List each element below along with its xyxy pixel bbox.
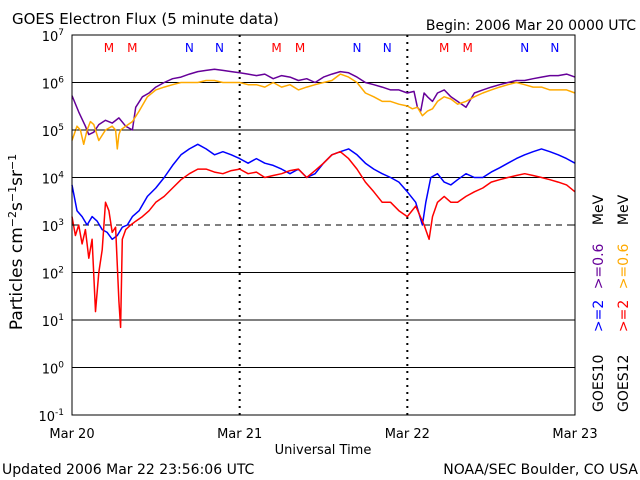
marker-m: M (439, 41, 449, 55)
marker-m: M (463, 41, 473, 55)
marker-m: M (271, 41, 281, 55)
y-tick-label: 104 (42, 171, 65, 188)
x-tick-label: Mar 20 (49, 427, 94, 442)
marker-m: M (104, 41, 114, 55)
y-tick-label: 101 (42, 313, 64, 330)
x-tick-labels: Mar 20 Mar 21 Mar 22 Mar 23 (49, 427, 597, 442)
legend-goes10-unit: MeV (591, 194, 607, 225)
y-tick-exponent: 6 (58, 76, 64, 86)
series-line-3 (71, 150, 576, 329)
plot-frame (71, 34, 576, 416)
marker-n: N (383, 41, 392, 55)
marker-n: N (520, 41, 529, 55)
legend-goes12-06mev: >=0.6 (616, 243, 632, 289)
y-tick-exponent: 5 (58, 123, 64, 133)
y-tick-exponent: 1 (58, 313, 64, 323)
series-line-0 (71, 68, 576, 136)
y-tick-exponent: 0 (58, 361, 64, 371)
legend-goes10: GOES10 >=2 >=0.6 MeV (591, 194, 607, 412)
marker-n: N (550, 41, 559, 55)
y-tick-label: 10-1 (38, 408, 64, 425)
y-tick-base: 10 (42, 363, 59, 378)
legend-goes12-name: GOES12 (616, 355, 632, 412)
begin-time: Begin: 2006 Mar 20 0000 UTC (426, 18, 636, 34)
marker-m: M (295, 41, 305, 55)
y-tick-base: 10 (42, 315, 59, 330)
y-tick-exponent: 2 (58, 266, 64, 276)
marker-n: N (185, 41, 194, 55)
marker-n: N (215, 41, 224, 55)
y-tick-exponent: 4 (58, 171, 64, 181)
x-axis-label: Universal Time (275, 443, 372, 458)
updated-timestamp: Updated 2006 Mar 22 23:56:06 UTC (2, 462, 255, 478)
credit-label: NOAA/SEC Boulder, CO USA (443, 462, 638, 478)
y-tick-base: 10 (42, 173, 59, 188)
series-line-2 (71, 143, 576, 241)
x-tick-label: Mar 23 (552, 427, 597, 442)
data-series (71, 68, 576, 329)
y-axis-label: Particles cm−2s−1sr−1 (6, 154, 27, 330)
x-tick-label: Mar 21 (217, 427, 262, 442)
y-tick-label: 102 (42, 266, 64, 283)
marker-n: N (353, 41, 362, 55)
y-tick-base: 10 (42, 78, 59, 93)
day-tick-marks (238, 35, 409, 415)
y-tick-label: 107 (42, 28, 64, 45)
x-tick-label: Mar 22 (385, 427, 430, 442)
y-tick-label: 105 (42, 123, 64, 140)
chart-title: GOES Electron Flux (5 minute data) (12, 10, 279, 28)
y-tick-base: 10 (42, 125, 59, 140)
legend-goes12-2mev: >=2 (616, 300, 632, 332)
legend-goes12: GOES12 >=2 >=0.6 MeV (616, 194, 632, 412)
series-line-1 (71, 73, 576, 150)
y-tick-label: 100 (42, 361, 65, 378)
legend-goes10-name: GOES10 (591, 355, 607, 412)
y-tick-label: 103 (42, 218, 64, 235)
y-tick-base: 10 (38, 410, 55, 425)
y-tick-base: 10 (42, 220, 59, 235)
y-tick-label: 106 (42, 76, 65, 93)
y-tick-base: 10 (42, 30, 59, 45)
y-tick-exponent: 7 (58, 28, 64, 38)
marker-m: M (127, 41, 137, 55)
y-tick-exponent: 3 (58, 218, 64, 228)
y-tick-exponent: -1 (55, 408, 64, 418)
legend-goes10-2mev: >=2 (591, 300, 607, 332)
legend-goes10-06mev: >=0.6 (591, 243, 607, 289)
legend-goes12-unit: MeV (616, 194, 632, 225)
grid-lines (72, 82, 575, 368)
y-tick-base: 10 (42, 268, 59, 283)
